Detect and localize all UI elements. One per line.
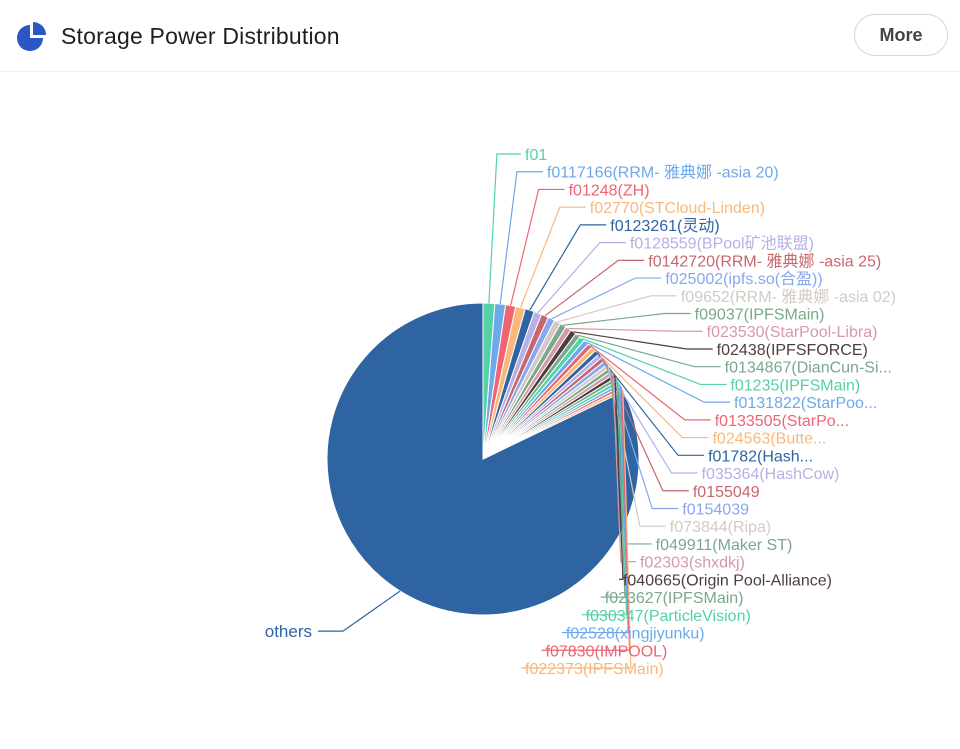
label-line [612,372,636,563]
pie-label: f07830(IMPOOL) [546,643,668,660]
label-line [585,341,731,403]
label-line [568,327,703,332]
pie-label: f023627(IPFSMain) [605,590,744,607]
label-line [529,224,607,311]
card-header: Storage Power Distribution More [0,0,960,72]
more-button[interactable]: More [854,14,948,56]
label-line [557,295,677,323]
pie-label-lines [318,153,731,669]
pie-slices [326,302,640,616]
pie-label: f01 [525,147,547,164]
label-line [537,242,626,314]
pie-label: f0134867(DianCun-Si... [725,360,892,377]
pie-label: f025002(ipfs.so(合盈)) [665,270,822,288]
label-line [488,153,521,304]
pie-label: f0133505(StarPo... [715,413,849,430]
pie-label: f09037(IPFSMain) [695,307,825,324]
pie-label: f030347(ParticleVision) [586,608,751,625]
pie-label: f09652(RRM- 雅典娜 -asia 02) [681,288,896,306]
pie-label: f0131822(StarPoo... [734,395,877,412]
pie-label: f049911(Maker ST) [656,537,793,554]
label-line [599,355,698,474]
label-line [596,352,705,456]
pie-label: f040665(Origin Pool-Alliance) [623,572,832,589]
label-line [577,334,721,368]
pie-label: f01782(Hash... [708,448,813,465]
pie-label: f073844(Ripa) [670,519,771,536]
label-line [561,384,629,634]
label-line [600,378,626,598]
label-line [593,348,709,439]
label-line [499,171,543,305]
pie-label: f02303(shxdkj) [640,555,745,572]
label-line [541,387,631,651]
pie-label: f01235(IPFSMain) [730,377,860,394]
label-line [581,381,628,616]
pie-label: f0123261(灵动) [610,217,719,235]
label-line [521,389,632,669]
page-title: Storage Power Distribution [61,23,340,49]
label-line [551,277,662,320]
pie-label: f02770(STCloud-Linden) [590,200,765,217]
pie-label: f024563(Butte... [712,431,826,448]
label-line [318,590,401,632]
label-line [573,331,713,350]
pie-label: f02438(IPFSFORCE) [717,342,868,359]
pie-slice[interactable] [482,302,496,460]
pie-label: f02528(xingjiyunku) [566,626,705,643]
label-line [563,312,691,326]
label-line [544,259,645,317]
pie-label: f023530(StarPool-Libra) [707,324,878,341]
pie-label: f022373(IPFSMain) [525,661,664,678]
label-line [581,337,727,386]
pie-chart-icon [17,22,46,51]
pie-label: f0155049 [693,484,760,501]
label-line [589,345,711,421]
pie-label: f0142720(RRM- 雅典娜 -asia 25) [648,252,881,270]
pie-label: f0117166(RRM- 雅典娜 -asia 20) [547,164,779,182]
pie-label: f035364(HashCow) [702,466,840,483]
label-line [614,375,624,580]
pie-label: f01248(ZH) [569,182,650,199]
pie-label: f0154039 [682,501,749,518]
pie-label-others: others [265,622,312,641]
label-line [519,206,586,308]
pie-label: f0128559(BPool矿池联盟) [630,235,814,253]
label-line [510,188,565,306]
